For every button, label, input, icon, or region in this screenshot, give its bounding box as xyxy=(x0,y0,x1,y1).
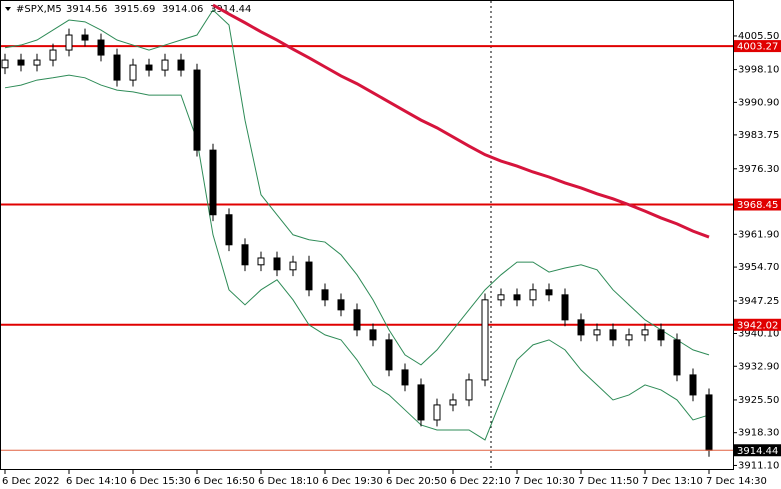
y-tick-label: 4005.50 xyxy=(738,31,779,42)
candle-body xyxy=(673,339,681,376)
chart-header: #SPX,M5 3914.56 3915.69 3914.06 3914.44 xyxy=(16,4,251,15)
candle-body xyxy=(257,257,265,266)
x-tick-label: 6 Dec 18:10 xyxy=(258,476,319,487)
candle-body xyxy=(593,329,601,336)
menu-arrow xyxy=(5,7,11,11)
header-value: 3914.56 xyxy=(66,4,107,15)
candle-body xyxy=(545,289,553,296)
x-tick-label: 6 Dec 16:50 xyxy=(194,476,255,487)
candle-body xyxy=(17,59,25,66)
candle-body xyxy=(81,34,89,41)
candle-body xyxy=(417,384,425,421)
candle-body xyxy=(369,329,377,341)
x-tick-label: 7 Dec 11:50 xyxy=(578,476,639,487)
level-label-box xyxy=(734,198,781,211)
candle-body xyxy=(337,299,345,311)
level-label: 3942.02 xyxy=(737,320,778,331)
candle-body xyxy=(497,294,505,301)
candle-body xyxy=(129,64,137,81)
y-tick-label: 3954.70 xyxy=(738,262,779,273)
candle-body xyxy=(65,34,73,51)
candle-body xyxy=(529,289,537,301)
candle-body xyxy=(225,214,233,246)
y-tick-label: 3918.30 xyxy=(738,428,779,439)
candle-body xyxy=(209,149,217,216)
y-tick-label: 3932.90 xyxy=(738,361,779,372)
candle-body xyxy=(321,289,329,301)
y-tick-label: 3911.10 xyxy=(738,460,779,471)
candle-body xyxy=(561,294,569,321)
y-tick-label: 3998.10 xyxy=(738,65,779,76)
candle-body xyxy=(657,329,665,341)
candle-body xyxy=(609,329,617,341)
candle-body xyxy=(49,49,57,61)
candle-body xyxy=(305,261,313,291)
x-tick-label: 7 Dec 14:30 xyxy=(706,476,767,487)
y-tick-label: 3925.50 xyxy=(738,395,779,406)
candle-body xyxy=(705,394,713,451)
x-tick-label: 7 Dec 13:10 xyxy=(642,476,703,487)
level-label: 4003.27 xyxy=(737,42,778,53)
level-label-box xyxy=(734,318,781,331)
chart-title: #SPX,M5 xyxy=(16,4,62,15)
indicator-line xyxy=(4,74,710,441)
last-price-label: 3914.44 xyxy=(737,446,778,457)
header-value: 3914.44 xyxy=(210,4,251,15)
x-tick-label: 6 Dec 22:10 xyxy=(450,476,511,487)
y-tick-label: 3940.10 xyxy=(738,329,779,340)
last-price-box xyxy=(734,444,781,457)
indicator-line xyxy=(212,3,710,239)
level-label-box xyxy=(734,40,781,53)
x-tick-label: 6 Dec 14:10 xyxy=(66,476,127,487)
candle-body xyxy=(401,369,409,386)
x-tick-label: 6 Dec 15:30 xyxy=(130,476,191,487)
y-tick-label: 3947.25 xyxy=(738,296,779,307)
candle-body xyxy=(385,339,393,371)
candle-body xyxy=(481,299,489,381)
indicator-line xyxy=(4,9,710,366)
candle-body xyxy=(577,319,585,336)
candle-body xyxy=(33,59,41,66)
x-tick-label: 6 Dec 19:30 xyxy=(322,476,383,487)
candle-body xyxy=(177,59,185,71)
candle-body xyxy=(465,379,473,401)
candle-body xyxy=(161,59,169,71)
candle-body xyxy=(145,64,153,71)
candle-body xyxy=(433,404,441,421)
plot-frame xyxy=(0,0,734,470)
candle-body xyxy=(289,261,297,271)
header-value: 3915.69 xyxy=(114,4,155,15)
y-tick-label: 3976.30 xyxy=(738,164,779,175)
candle-body xyxy=(513,294,521,301)
candle-body xyxy=(1,59,9,69)
x-tick-label: 6 Dec 20:50 xyxy=(386,476,447,487)
candle-body xyxy=(241,244,249,266)
candle-body xyxy=(641,329,649,336)
x-tick-label: 6 Dec 2022 xyxy=(2,476,60,487)
header-value: 3914.06 xyxy=(162,4,203,15)
y-tick-label: 3983.75 xyxy=(738,130,779,141)
y-tick-label: 3961.90 xyxy=(738,229,779,240)
candle-body xyxy=(273,257,281,271)
candle-body xyxy=(625,334,633,341)
candle-body xyxy=(113,54,121,81)
level-label: 3968.45 xyxy=(737,200,778,211)
candle-body xyxy=(193,69,201,151)
y-tick-label: 3990.90 xyxy=(738,97,779,108)
candle-body xyxy=(689,374,697,396)
candle-body xyxy=(449,399,457,406)
candle-body xyxy=(97,39,105,56)
candle-body xyxy=(353,309,361,331)
x-tick-label: 7 Dec 10:30 xyxy=(514,476,575,487)
